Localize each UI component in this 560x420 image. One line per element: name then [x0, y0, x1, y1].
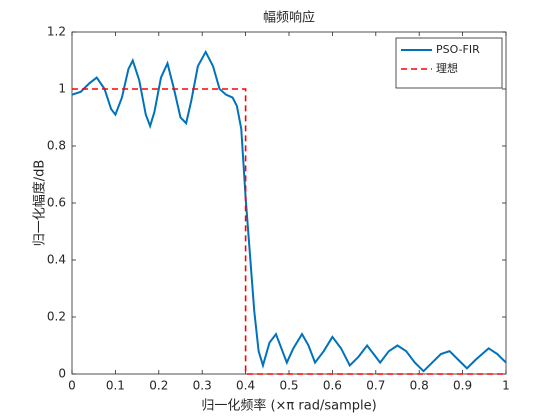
x-tick-label: 0.9: [453, 379, 472, 393]
y-tick-label: 0.2: [47, 310, 66, 324]
y-tick-label: 0.6: [47, 196, 66, 210]
x-tick-label: 0.4: [236, 379, 255, 393]
x-tick-label: 0.6: [323, 379, 342, 393]
data-line: [71, 49, 507, 373]
x-tick-label: 1: [502, 379, 510, 393]
y-tick-label: 1: [58, 82, 66, 96]
x-tick-label: 0.1: [106, 379, 125, 393]
x-tick-label: 0.5: [279, 379, 298, 393]
y-tick-label: 0.8: [47, 139, 66, 153]
y-tick-label: 0: [58, 367, 66, 381]
x-tick-label: 0.2: [149, 379, 168, 393]
legend-label: 理想: [436, 61, 458, 75]
chart-title: 幅频响应: [263, 10, 315, 26]
y-axis-label: 归一化幅度/dB: [32, 160, 48, 247]
legend-label: PSO-FIR: [436, 43, 480, 56]
x-tick-label: 0.3: [193, 379, 212, 393]
x-tick-label: 0: [68, 379, 76, 393]
y-tick-label: 1.2: [47, 25, 66, 39]
legend-box: [395, 37, 503, 89]
x-axis-label: 归一化频率 (×π rad/sample): [201, 398, 376, 414]
x-tick-label: 0.8: [410, 379, 429, 393]
x-tick-label: 0.7: [366, 379, 385, 393]
y-tick-label: 0.4: [47, 253, 66, 267]
